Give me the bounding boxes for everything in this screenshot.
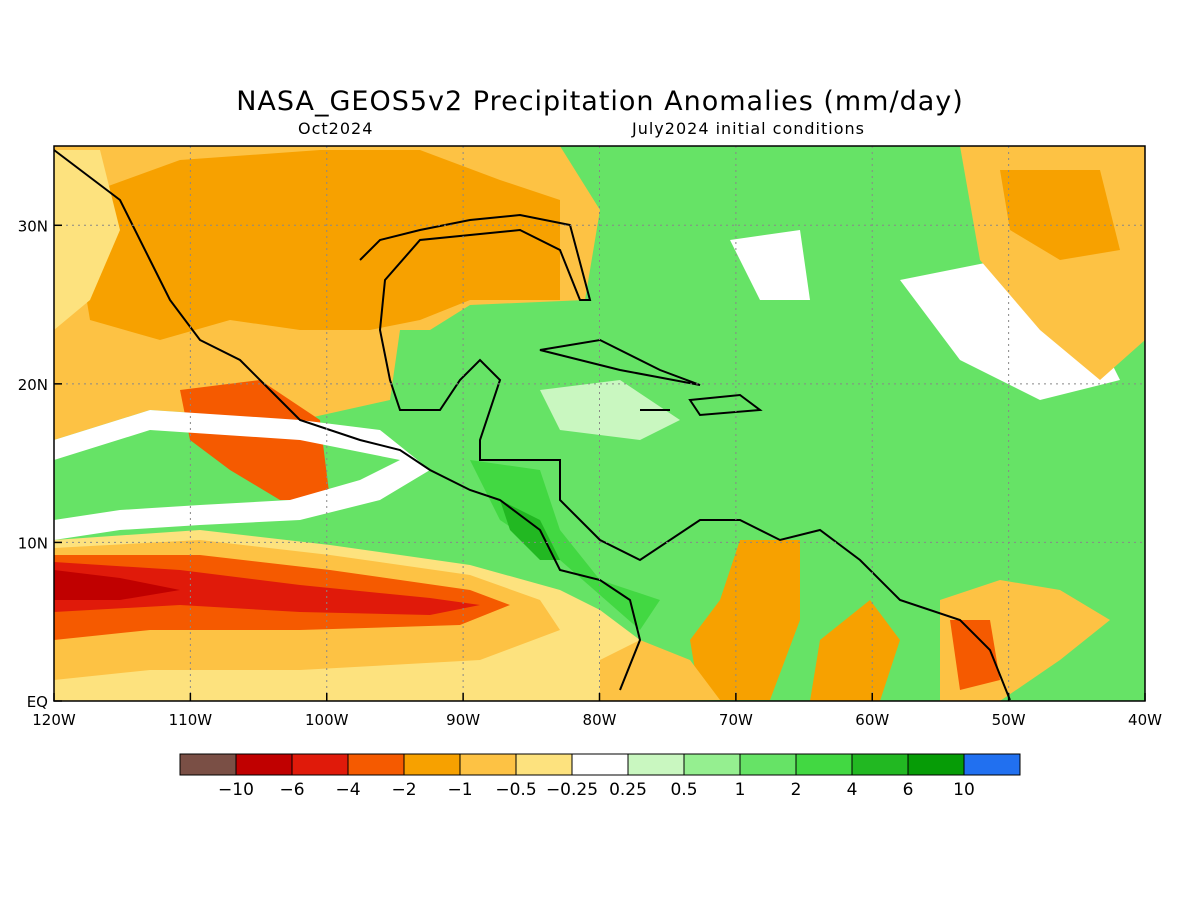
- colorbar-label: 4: [847, 780, 858, 800]
- forecast-month: Oct2024: [298, 119, 374, 138]
- colorbar-swatch: [907, 753, 965, 776]
- colorbar-label: 0.25: [609, 780, 647, 800]
- colorbar-swatch: [291, 753, 349, 776]
- colorbar-label: 1: [735, 780, 746, 800]
- cuba-outline: [539, 338, 701, 386]
- colorbar-swatch: [179, 753, 237, 776]
- colorbar-label: −2: [391, 780, 416, 800]
- y-tick-label: 30N: [18, 217, 48, 235]
- y-tick-label: EQ: [27, 693, 48, 711]
- x-tick-label: 80W: [583, 711, 617, 729]
- y-tick-label: 10N: [18, 534, 48, 552]
- colorbar-label: −4: [335, 780, 360, 800]
- colorbar-label: −6: [279, 780, 304, 800]
- colorbar-label: 6: [903, 780, 914, 800]
- colorbar-swatch: [851, 753, 909, 776]
- itcz-dry-core: [54, 562, 480, 615]
- colorbar-label: 2: [791, 780, 802, 800]
- wet-costa-rica: [500, 500, 560, 560]
- dry-venezuela-south: [810, 600, 900, 701]
- colorbar-swatch: [627, 753, 685, 776]
- colorbar-swatch: [963, 753, 1021, 776]
- colorbar-swatch: [459, 753, 517, 776]
- colorbar-label: 10: [953, 780, 975, 800]
- atlantic-coast: [359, 213, 1011, 701]
- x-tick-label: 100W: [305, 711, 349, 729]
- x-tick-label: 40W: [1128, 711, 1162, 729]
- wet-light-caribbean: [540, 380, 680, 440]
- dry-colombia: [690, 540, 800, 700]
- colorbar-label: −0.25: [546, 780, 598, 800]
- colorbar-swatch: [235, 753, 293, 776]
- colorbar-swatch: [347, 753, 405, 776]
- colorbar-swatch: [403, 753, 461, 776]
- itcz-dry-max: [54, 570, 180, 600]
- initial-conditions: July2024 initial conditions: [632, 119, 865, 138]
- neutral-band: [54, 410, 430, 540]
- colorbar: −10 −6 −4 −2 −1 −0.5 −0.25 0.25 0.5 1 2 4 6 10: [179, 753, 1021, 800]
- dry-amapa: [950, 620, 1000, 690]
- x-tick-label: 60W: [855, 711, 889, 729]
- dry-atlantic-core: [1000, 170, 1120, 260]
- colorbar-swatch: [795, 753, 853, 776]
- x-tick-label: 50W: [992, 711, 1026, 729]
- colorbar-label: −10: [218, 780, 254, 800]
- colorbar-label: 0.5: [670, 780, 697, 800]
- hispaniola-outline: [688, 393, 763, 417]
- grid-lines: [54, 146, 1145, 701]
- dry-ecuador: [600, 640, 720, 701]
- neutral-bahamas: [730, 230, 810, 300]
- longitude-axis: 120W 110W 100W 90W 80W 70W 60W 50W 40W: [32, 693, 1162, 729]
- colorbar-label: −1: [447, 780, 472, 800]
- chart-title: NASA_GEOS5v2 Precipitation Anomalies (mm…: [236, 86, 964, 117]
- dry-region-baja: [54, 150, 120, 330]
- dry-region-gulf: [70, 150, 560, 340]
- colorbar-swatch: [739, 753, 797, 776]
- colorbar-swatch: [571, 753, 629, 776]
- y-tick-label: 20N: [18, 376, 48, 394]
- colorbar-swatch: [515, 753, 573, 776]
- dry-region-mexico-pacific: [180, 380, 330, 500]
- x-tick-label: 70W: [719, 711, 753, 729]
- latitude-axis: EQ 10N 20N 30N: [18, 217, 62, 711]
- x-tick-label: 90W: [446, 711, 480, 729]
- colorbar-label: −0.5: [495, 780, 536, 800]
- x-tick-label: 120W: [32, 711, 76, 729]
- colorbar-swatch: [683, 753, 741, 776]
- x-tick-label: 110W: [169, 711, 213, 729]
